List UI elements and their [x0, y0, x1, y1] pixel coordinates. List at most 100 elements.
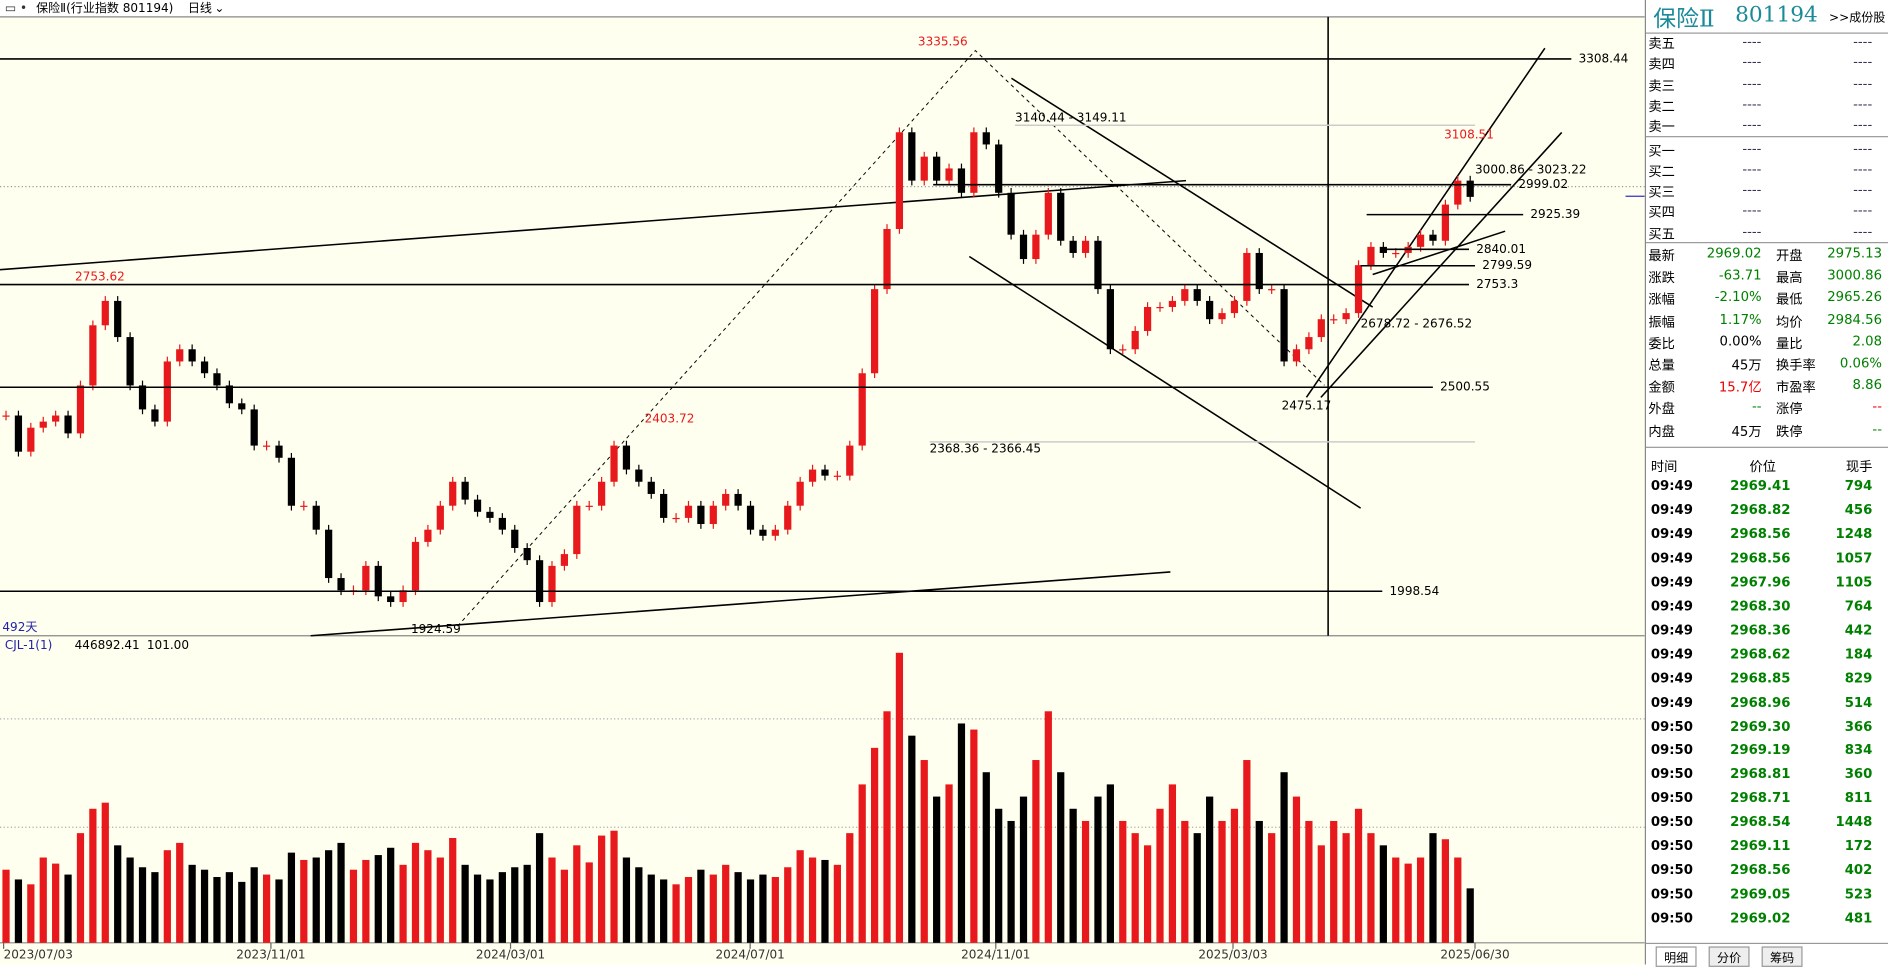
volume-bar — [1168, 784, 1177, 943]
level-label: 2799.59 — [1482, 258, 1532, 272]
trade-price: 2968.81 — [1730, 766, 1791, 782]
volume-bar — [114, 845, 122, 943]
candle — [858, 373, 866, 446]
book-label: 买一 — [1648, 142, 1675, 159]
trade-time: 09:50 — [1650, 814, 1693, 830]
trade-price: 2969.11 — [1730, 838, 1791, 855]
link[interactable]: >>成份股 — [1829, 12, 1886, 26]
trade-volume: 514 — [1844, 694, 1873, 710]
candle — [970, 132, 978, 193]
candle — [883, 228, 891, 290]
candle — [424, 529, 432, 542]
trendline — [1320, 131, 1563, 398]
trade-volume: 764 — [1844, 598, 1873, 614]
range-label: 2678.72 - 2676.52 — [1361, 316, 1473, 330]
volume-bar — [1330, 820, 1338, 943]
candle — [1057, 192, 1065, 241]
stat-label: 跌停 — [1776, 423, 1803, 440]
candle — [238, 403, 246, 410]
trade-time: 09:50 — [1650, 718, 1693, 734]
tab[interactable]: 筹码 — [1761, 946, 1803, 967]
trade-volume: 834 — [1844, 742, 1873, 758]
volume-bar — [610, 830, 618, 943]
candle — [337, 578, 345, 591]
candle — [1392, 252, 1400, 255]
high-label: 2403.72 — [645, 412, 695, 426]
range-label: 2368.36 - 2366.45 — [930, 442, 1042, 456]
book-label: 买三 — [1648, 184, 1675, 200]
candle — [734, 493, 742, 506]
candle — [387, 596, 395, 603]
volume-bar — [1007, 820, 1015, 943]
stat-value: 0.06% — [1839, 355, 1883, 371]
candle — [622, 445, 631, 470]
tab[interactable]: 明细 — [1655, 946, 1697, 967]
candle — [114, 300, 122, 338]
low-label: 1924.59 — [411, 622, 461, 636]
stat-label: 涨跌 — [1648, 269, 1675, 286]
volume-bar — [598, 835, 606, 943]
candle — [1243, 252, 1251, 301]
divider — [1646, 942, 1888, 945]
stat-value: 2969.02 — [1706, 245, 1762, 262]
table-header: 现手 — [1845, 458, 1873, 475]
candle — [449, 481, 457, 506]
candle — [647, 481, 655, 494]
candle — [1168, 300, 1177, 308]
book-price: ---- — [1742, 96, 1762, 112]
candle — [64, 415, 72, 434]
x-tick-label: 2025/06/30 — [1440, 947, 1509, 961]
trade-price: 2968.62 — [1730, 646, 1791, 662]
volume-bar — [163, 850, 171, 943]
volume-bar — [511, 867, 519, 943]
high-label: 3335.56 — [918, 35, 968, 49]
volume-bar — [14, 879, 23, 943]
volume-bar — [796, 850, 804, 943]
stat-label: 市盈率 — [1776, 379, 1816, 396]
volume-bar — [808, 857, 817, 943]
volume-bar — [238, 881, 246, 943]
stat-label: 金额 — [1648, 379, 1675, 396]
trade-time: 09:50 — [1650, 766, 1693, 782]
candle — [1218, 313, 1226, 320]
volume-bar — [1392, 857, 1400, 943]
volume-bar — [759, 874, 767, 943]
volume-bar — [635, 867, 643, 943]
candle — [1379, 246, 1387, 253]
table-header: 价位 — [1749, 458, 1777, 475]
volume-bar — [275, 879, 283, 943]
book-volume: ---- — [1853, 96, 1873, 112]
range-label: 3140.44 - 3149.11 — [1015, 111, 1127, 125]
stat-value: 2984.56 — [1827, 311, 1883, 328]
period[interactable]: 日线 — [188, 1, 212, 15]
volume-bar — [1404, 863, 1412, 943]
symbol-title: 保险Ⅱ(行业指数 801194) — [36, 0, 173, 15]
volume-bar — [957, 723, 966, 943]
volume-bar — [535, 833, 544, 943]
volume-bar — [1218, 820, 1226, 943]
candle — [200, 361, 209, 374]
indicator-name[interactable]: CJL-1(1) — [5, 638, 52, 652]
icon: ▭ • — [5, 1, 27, 15]
stat-label: 涨停 — [1776, 401, 1803, 418]
candle — [945, 168, 953, 181]
trade-price: 2968.56 — [1730, 526, 1791, 542]
tab[interactable]: 分价 — [1708, 946, 1750, 967]
candle — [1143, 307, 1152, 331]
trade-time: 09:50 — [1650, 838, 1693, 855]
candle — [1454, 180, 1462, 205]
volume-bar — [39, 857, 47, 943]
trade-price: 2969.30 — [1730, 718, 1791, 734]
candle — [523, 547, 531, 561]
stat-value: 0.00% — [1719, 333, 1762, 349]
volume-bar — [411, 842, 420, 943]
book-label: 买五 — [1648, 225, 1675, 242]
candle — [1181, 289, 1189, 301]
divider — [1646, 32, 1888, 34]
dropdown[interactable]: ⌄ — [214, 1, 224, 15]
volume-bar — [1057, 772, 1065, 943]
trade-time: 09:49 — [1650, 622, 1693, 638]
trade-volume: 829 — [1844, 670, 1873, 686]
book-price: ---- — [1742, 140, 1762, 156]
